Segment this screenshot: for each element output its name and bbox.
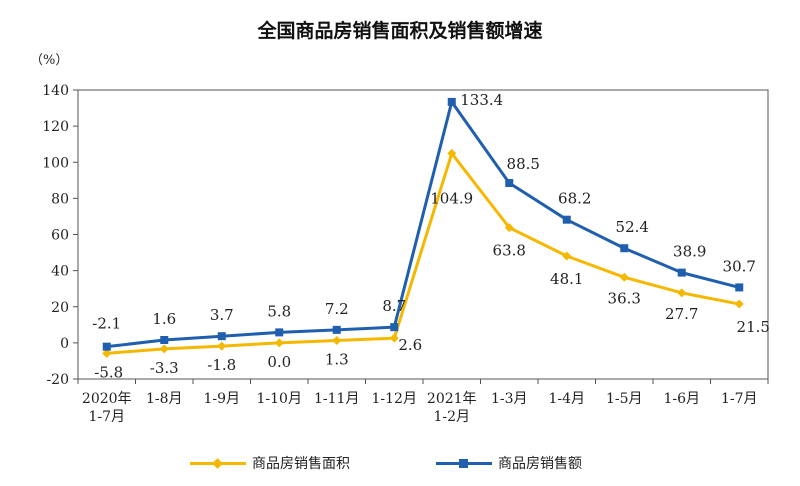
legend-item-area: 商品房销售面积 bbox=[190, 453, 350, 473]
data-point-area bbox=[562, 251, 572, 261]
data-label-sales: 7.2 bbox=[325, 300, 349, 318]
data-label-area: 48.1 bbox=[550, 270, 583, 288]
data-label-area: 63.8 bbox=[493, 242, 526, 260]
data-label-sales: 5.8 bbox=[267, 302, 291, 320]
data-label-area: -1.8 bbox=[207, 356, 236, 374]
data-label-area: 36.3 bbox=[608, 289, 641, 307]
x-tick-label: 2021年 bbox=[427, 391, 477, 407]
data-label-sales: 88.5 bbox=[507, 155, 540, 173]
data-label-sales: 8.7 bbox=[382, 297, 406, 315]
data-point-sales bbox=[447, 97, 456, 106]
x-tick-label: 1-4月 bbox=[548, 391, 585, 407]
x-tick-label: 1-6月 bbox=[663, 391, 700, 407]
x-tick-label: 1-8月 bbox=[146, 391, 183, 407]
data-label-area: 0.0 bbox=[267, 353, 291, 371]
y-tick-label: 100 bbox=[42, 155, 69, 171]
data-label-area: 2.6 bbox=[398, 336, 422, 354]
series-line-1 bbox=[106, 100, 740, 349]
data-point-sales bbox=[160, 335, 169, 344]
data-point-area bbox=[274, 338, 284, 348]
data-point-area bbox=[332, 336, 342, 346]
data-point-area bbox=[677, 288, 687, 298]
x-tick-label: 1-11月 bbox=[314, 391, 359, 407]
data-point-sales bbox=[217, 332, 226, 341]
data-point-area bbox=[159, 344, 169, 354]
data-point-area bbox=[217, 341, 227, 351]
y-tick-label: 20 bbox=[51, 300, 69, 316]
legend-swatch-area bbox=[190, 456, 246, 470]
plot-frame bbox=[77, 89, 769, 380]
x-tick-label: 1-5月 bbox=[606, 391, 643, 407]
x-tick-label: 1-3月 bbox=[491, 391, 528, 407]
series-line-0 bbox=[106, 151, 740, 355]
data-point-area bbox=[619, 272, 629, 282]
y-tick-label: 120 bbox=[42, 119, 69, 135]
x-tick-label: 1-9月 bbox=[203, 391, 240, 407]
data-label-sales: 3.7 bbox=[210, 306, 234, 324]
y-tick-label: 0 bbox=[60, 336, 69, 352]
data-point-sales bbox=[735, 283, 744, 292]
data-label-area: -3.3 bbox=[150, 359, 179, 377]
data-point-sales bbox=[102, 342, 111, 351]
data-point-sales bbox=[620, 244, 629, 253]
data-point-sales bbox=[677, 268, 686, 277]
y-tick-label: 60 bbox=[51, 228, 69, 244]
legend-label-sales: 商品房销售额 bbox=[498, 456, 582, 472]
data-label-sales: 1.6 bbox=[152, 310, 176, 328]
data-label-sales: 38.9 bbox=[673, 243, 706, 261]
y-axis-unit-label: （%） bbox=[30, 53, 69, 68]
data-point-sales bbox=[562, 215, 571, 224]
legend-label-area: 商品房销售面积 bbox=[252, 456, 350, 472]
x-tick-label: 2020年 bbox=[82, 391, 132, 407]
data-label-sales: -2.1 bbox=[92, 315, 121, 333]
data-point-area bbox=[102, 348, 112, 358]
data-label-area: 1.3 bbox=[325, 351, 349, 369]
data-label-sales: 68.2 bbox=[558, 190, 591, 208]
x-tick-label: 1-2月 bbox=[433, 409, 470, 425]
y-tick-label: 80 bbox=[51, 191, 69, 207]
data-point-sales bbox=[505, 179, 514, 188]
data-label-area: 27.7 bbox=[665, 305, 698, 323]
x-tick-label: 1-10月 bbox=[257, 391, 302, 407]
x-tick-label: 1-7月 bbox=[88, 409, 125, 425]
data-point-sales bbox=[390, 323, 399, 332]
data-point-area bbox=[504, 223, 514, 233]
data-label-sales: 133.4 bbox=[460, 91, 503, 109]
y-tick-label: 140 bbox=[42, 83, 69, 99]
data-label-area: 104.9 bbox=[430, 189, 473, 207]
y-tick-label: 40 bbox=[51, 264, 69, 280]
legend-item-sales: 商品房销售额 bbox=[436, 453, 582, 473]
data-point-sales bbox=[275, 328, 284, 337]
data-point-sales bbox=[332, 325, 341, 334]
data-point-area bbox=[734, 299, 744, 309]
data-label-sales: 52.4 bbox=[616, 218, 649, 236]
data-label-area: 21.5 bbox=[737, 318, 770, 336]
data-point-area bbox=[447, 148, 457, 158]
data-label-sales: 30.7 bbox=[723, 257, 756, 275]
x-tick-label: 1-12月 bbox=[372, 391, 417, 407]
legend-swatch-sales bbox=[436, 456, 492, 470]
x-tick-label: 1-7月 bbox=[721, 391, 758, 407]
chart-title: 全国商品房销售面积及销售额增速 bbox=[257, 20, 543, 42]
data-point-area bbox=[389, 333, 399, 343]
data-label-area: -5.8 bbox=[94, 363, 123, 381]
y-tick-label: -20 bbox=[46, 372, 69, 388]
